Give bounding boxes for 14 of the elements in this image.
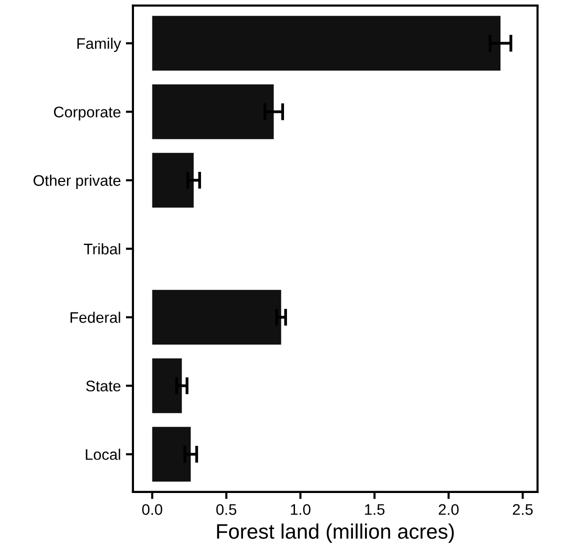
x-tick-label: 0.5: [216, 504, 236, 515]
x-axis-title: Forest land (million acres): [217, 524, 454, 543]
y-tick-label: Tribal: [84, 243, 120, 254]
y-tick-label: Corporate: [54, 106, 120, 120]
x-tick-label: 1.5: [365, 504, 384, 515]
x-tick-label: 2.0: [438, 504, 459, 515]
x-tick-label: 2.5: [512, 504, 533, 515]
y-tick-label: Family: [77, 38, 122, 52]
y-tick-label: Federal: [70, 312, 120, 323]
y-tick-label: State: [86, 380, 120, 392]
x-tick-label: 1.0: [290, 504, 310, 515]
y-tick-label: Other private: [34, 174, 120, 189]
x-tick-label: 0.0: [142, 504, 162, 515]
y-tick-label: Local: [86, 448, 120, 460]
